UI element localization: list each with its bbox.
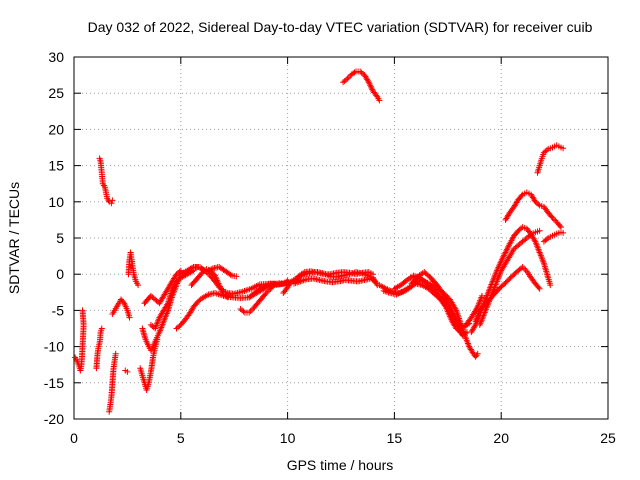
series-early-c (96, 155, 116, 207)
y-tick-label: 15 (48, 158, 64, 174)
y-tick-label: 25 (48, 85, 64, 101)
axis-ticks (73, 56, 609, 420)
y-tick-labels: -20 -15 -10 -5 0 5 10 15 20 25 30 (44, 49, 64, 427)
x-tick-label: 25 (600, 430, 616, 446)
series-markers (141, 267, 184, 307)
series-late-9 (502, 189, 564, 231)
series-markers (502, 189, 564, 231)
series-band-6 (246, 280, 278, 301)
series-markers (106, 350, 119, 415)
x-tick-label: 5 (177, 430, 185, 446)
data-points (72, 68, 567, 415)
x-tick-label: 10 (280, 430, 296, 446)
series-early-a (72, 307, 87, 374)
series-markers (203, 264, 240, 280)
chart-title: Day 032 of 2022, Sidereal Day-to-day VTE… (88, 19, 593, 35)
series-early-e (109, 296, 133, 321)
series-early-g (125, 249, 142, 289)
series-early-b (93, 325, 105, 372)
grid-lines (74, 57, 608, 419)
y-tick-label: 20 (48, 121, 64, 137)
x-tick-label: 0 (70, 430, 78, 446)
y-axis-title: SDTVAR / TECUs (6, 182, 22, 294)
series-markers (476, 227, 543, 328)
series-markers (291, 275, 379, 287)
series-peak (340, 68, 383, 104)
y-tick-label: -20 (44, 411, 64, 427)
x-axis-title: GPS time / hours (287, 457, 394, 473)
series-markers (109, 296, 133, 321)
series-late-11 (540, 229, 567, 245)
series-band-4 (203, 264, 240, 280)
series-markers (534, 142, 567, 176)
series-markers (246, 280, 278, 301)
series-markers (434, 292, 485, 331)
series-early-d (106, 350, 119, 415)
x-tick-labels: 0 5 10 15 20 25 (70, 430, 616, 446)
series-markers (295, 268, 376, 280)
x-tick-label: 20 (493, 430, 509, 446)
series-markers (540, 229, 567, 245)
y-tick-label: 30 (48, 49, 64, 65)
series-late-10 (534, 142, 567, 176)
y-tick-label: -15 (44, 375, 64, 391)
series-late-8 (476, 227, 543, 328)
y-tick-label: 5 (56, 230, 64, 246)
y-tick-label: -10 (44, 339, 64, 355)
series-markers (125, 249, 142, 289)
y-tick-label: 10 (48, 194, 64, 210)
series-markers (72, 307, 87, 374)
series-mid-3 (295, 268, 376, 280)
y-tick-label: 0 (56, 266, 64, 282)
series-mid-2 (291, 275, 379, 287)
series-markers (93, 325, 105, 372)
series-early-j (141, 267, 184, 307)
series-early-f (122, 367, 131, 375)
series-late-5 (434, 292, 485, 331)
series-markers (122, 367, 131, 375)
y-tick-label: -5 (52, 302, 65, 318)
x-tick-label: 15 (387, 430, 403, 446)
series-markers (340, 68, 383, 104)
series-markers (96, 155, 116, 207)
